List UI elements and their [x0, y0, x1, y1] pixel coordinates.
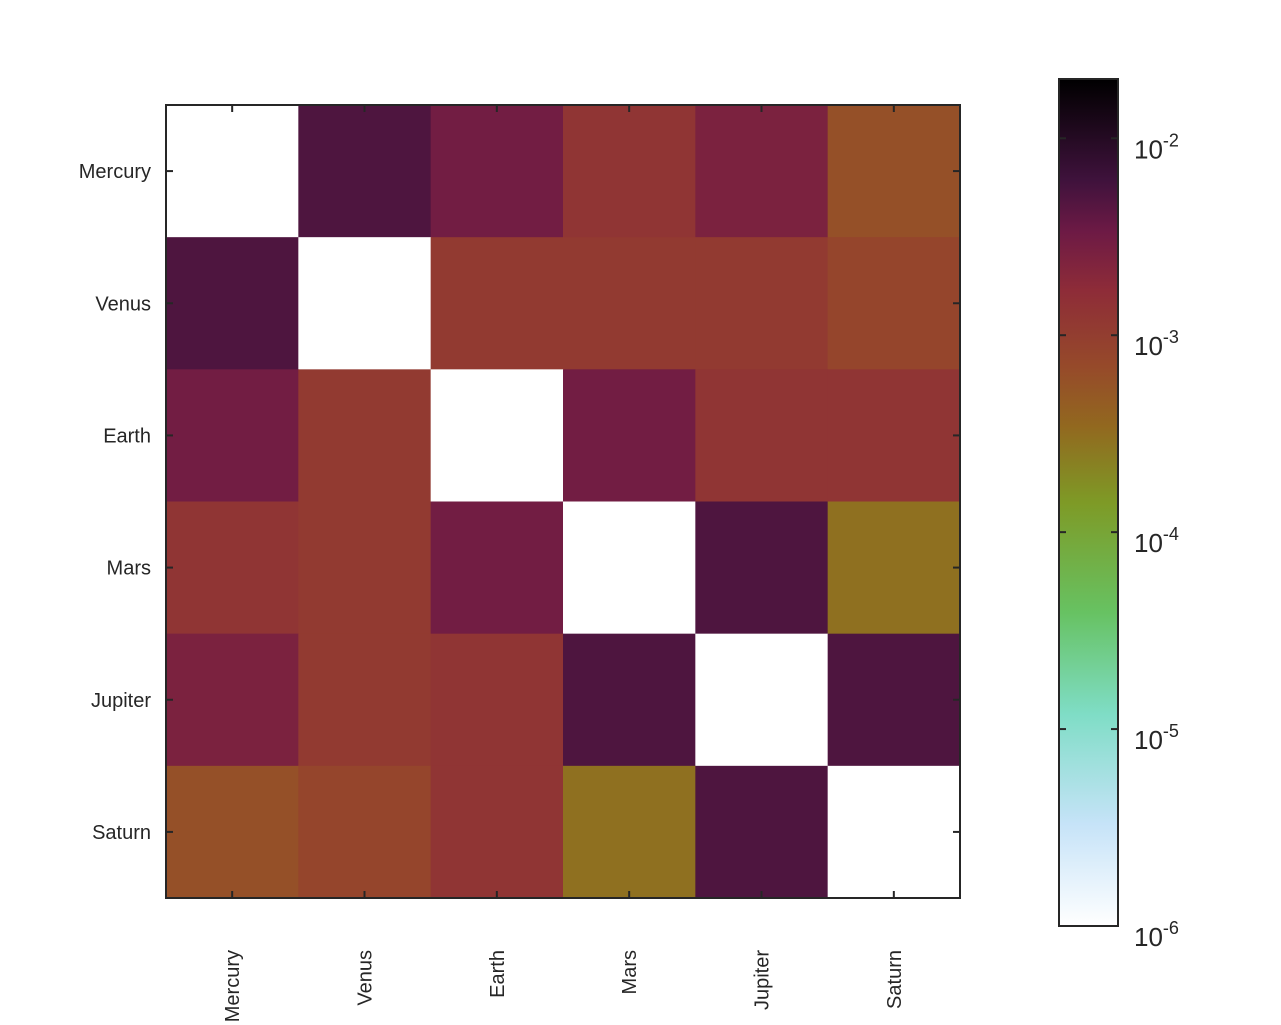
heatmap-cell-mars-venus [298, 501, 432, 635]
heatmap-cell-mercury-saturn [827, 105, 961, 238]
colorbar-tick-label: 10-6 [1134, 918, 1179, 952]
heatmap-cell-saturn-mercury [166, 765, 299, 899]
heatmap-cell-earth-saturn [827, 369, 961, 502]
heatmap-cell-saturn-venus [298, 765, 432, 899]
heatmap-cell-mars-mercury [166, 501, 299, 635]
heatmap-cell-mars-jupiter [695, 501, 829, 635]
heatmap-cell-venus-jupiter [695, 237, 829, 370]
colorbar-tick-label: 10-2 [1134, 130, 1179, 164]
heatmap-cell-mars-earth [430, 501, 564, 635]
colorbar-tick-exponent: -2 [1163, 130, 1179, 150]
y-tick-label-jupiter: Jupiter [91, 690, 151, 712]
colorbar-tick-exponent: -5 [1163, 721, 1179, 741]
heatmap-cell-mars-saturn [827, 501, 961, 635]
heatmap-cell-mars-mars [563, 501, 696, 635]
colorbar-tick-mantissa: 10 [1134, 725, 1163, 755]
colorbar-tick-labels: 10-210-310-410-510-6 [1134, 130, 1179, 952]
y-tick-label-mercury: Mercury [79, 161, 151, 183]
heatmap-cell-earth-venus [298, 369, 432, 502]
colorbar-tick-label: 10-4 [1134, 524, 1179, 558]
colorbar-tick-mantissa: 10 [1134, 134, 1163, 164]
colorbar-tick-label: 10-5 [1134, 721, 1179, 755]
colorbar-ticks [1059, 137, 1118, 927]
heatmap-cell-saturn-jupiter [695, 765, 829, 899]
colorbar-tick-label: 10-3 [1134, 327, 1179, 361]
plot-area-frame [165, 104, 961, 899]
heatmap-cell-saturn-earth [430, 765, 564, 899]
heatmap-cell-jupiter-mars [563, 633, 696, 767]
x-tick-label-earth: Earth [487, 950, 509, 998]
axis-ticks [166, 105, 960, 898]
y-tick-label-mars: Mars [107, 558, 151, 580]
heatmap-cell-mercury-jupiter [695, 105, 829, 238]
y-tick-label-venus: Venus [95, 293, 151, 315]
colorbar-tick-exponent: -4 [1163, 524, 1179, 544]
heatmap-cell-mercury-mercury [166, 105, 299, 238]
heatmap-cells [166, 105, 961, 899]
heatmap-cell-mercury-earth [430, 105, 564, 238]
heatmap-cell-jupiter-jupiter [695, 633, 829, 767]
heatmap-cell-jupiter-saturn [827, 633, 961, 767]
x-tick-label-mercury: Mercury [222, 950, 244, 1022]
heatmap-cell-earth-mars [563, 369, 696, 502]
colorbar-tick-mantissa: 10 [1134, 528, 1163, 558]
colorbar-tick-mantissa: 10 [1134, 922, 1163, 952]
heatmap-cell-earth-earth [430, 369, 564, 502]
y-tick-labels: Mercury Venus Earth Mars Jupiter Saturn [79, 161, 152, 844]
heatmap-cell-jupiter-earth [430, 633, 564, 767]
colorbar-tick-exponent: -6 [1163, 918, 1179, 938]
x-tick-label-venus: Venus [355, 950, 377, 1006]
colorbar-tick-mantissa: 10 [1134, 331, 1163, 361]
heatmap-cell-saturn-mars [563, 765, 696, 899]
heatmap-cell-venus-saturn [827, 237, 961, 370]
x-tick-label-jupiter: Jupiter [752, 950, 774, 1010]
heatmap-cell-mercury-mars [563, 105, 696, 238]
heatmap-cell-venus-venus [298, 237, 432, 370]
y-tick-label-saturn: Saturn [92, 822, 151, 844]
y-tick-label-earth: Earth [103, 425, 151, 447]
x-tick-label-saturn: Saturn [884, 950, 906, 1009]
x-tick-labels: Mercury Venus Earth Mars Jupiter Saturn [222, 950, 906, 1023]
colorbar-tick-exponent: -3 [1163, 327, 1179, 347]
heatmap-cell-venus-mars [563, 237, 696, 370]
heatmap-cell-jupiter-mercury [166, 633, 299, 767]
x-tick-label-mars: Mars [619, 950, 641, 994]
heatmap-cell-jupiter-venus [298, 633, 432, 767]
heatmap-cell-venus-earth [430, 237, 564, 370]
heatmap-cell-saturn-saturn [827, 765, 961, 899]
heatmap-cell-venus-mercury [166, 237, 299, 370]
heatmap-cell-mercury-venus [298, 105, 432, 238]
heatmap-cell-earth-jupiter [695, 369, 829, 502]
heatmap-cell-earth-mercury [166, 369, 299, 502]
colorbar [1058, 78, 1119, 927]
